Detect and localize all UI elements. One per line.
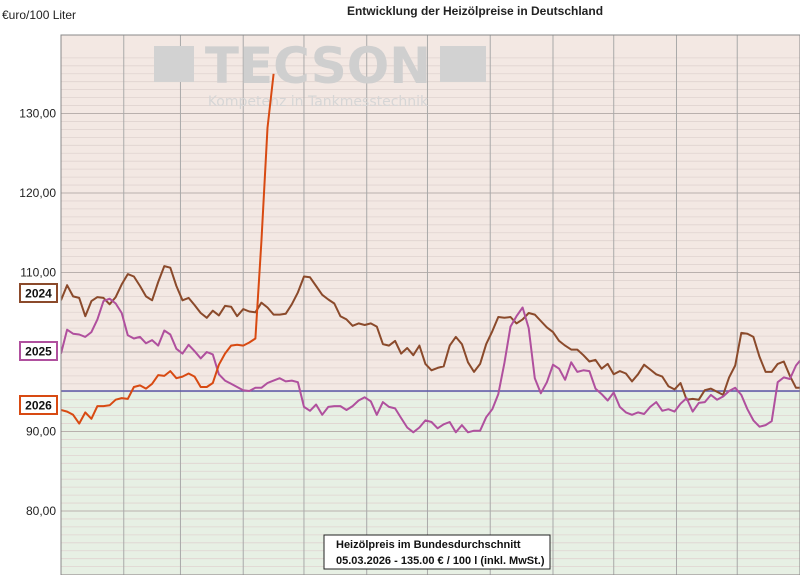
watermark-bar-right [440,46,486,82]
y-axis-ticks: 80,00 90,00 110,00 120,00 130,00 [19,107,56,519]
y-tick-label: 90,00 [26,425,56,439]
y-tick-label: 110,00 [20,266,56,280]
vertical-gridlines [123,35,738,575]
current-price-box: Heizölpreis im Bundesdurchschnitt 05.03.… [323,534,551,570]
y-tick-label: 80,00 [26,504,56,518]
plot-frame [60,34,800,575]
series-line-2026 [61,73,275,425]
y-tick-label: 130,00 [19,107,56,121]
watermark-bar-left [154,46,194,82]
y-axis-unit-label: €uro/100 Liter [2,8,76,22]
current-price-box-line1: Heizölpreis im Bundesdurchschnitt [336,539,521,551]
tecson-watermark: TECSON Kompetenz in Tankmesstechnik [154,37,486,110]
chart-title: Entwicklung der Heizölpreise in Deutschl… [347,4,603,18]
legend-label-2025: 2025 [25,345,52,359]
watermark-brand: TECSON [205,37,431,95]
current-price-box-line2: 05.03.2026 - 135.00 € / 100 l (inkl. MwS… [336,555,545,567]
series-line-2025 [61,297,800,434]
legend-label-2024: 2024 [25,287,52,301]
legend: 2024 2025 2026 [19,283,58,415]
series-line-2024 [61,265,800,401]
legend-box-2024 [19,283,58,303]
watermark-tagline: Kompetenz in Tankmesstechnik [208,94,429,110]
legend-box-2026 [19,395,58,415]
y-tick-label: 120,00 [19,186,56,200]
legend-label-2026: 2026 [25,399,52,413]
legend-box-2025 [19,341,58,361]
series-layer [61,73,800,434]
current-price-box-frame [323,534,551,570]
